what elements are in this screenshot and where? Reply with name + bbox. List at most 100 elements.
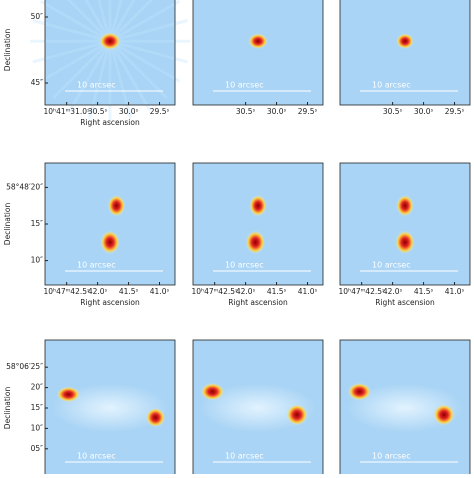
- scale-bar-label: 10 arcsec: [372, 452, 411, 461]
- y-axis-label: Declination: [3, 29, 12, 72]
- scale-bar-label: 10 arcsec: [372, 81, 411, 90]
- x-tick-label: 30.5ˢ: [236, 107, 256, 116]
- diffuse-emission: [51, 383, 169, 433]
- y-tick-label: 45″: [31, 78, 44, 87]
- x-tick-label: 30.0ˢ: [119, 107, 139, 116]
- source: [100, 230, 120, 255]
- panel-frame: [192, 0, 324, 106]
- y-tick-label: 15″: [31, 219, 44, 228]
- y-tick-label: 58°48′20″: [6, 182, 43, 191]
- panel-frame: [44, 0, 176, 106]
- sidelobe-streak: [108, 40, 133, 119]
- sidelobe-streak: [87, 40, 112, 119]
- y-tick-label: 20″: [31, 383, 44, 392]
- image-noise: [45, 163, 175, 285]
- x-tick-label: 10ʰ41ᵐ31.0ˢ: [44, 107, 90, 116]
- x-tick-label: 10ʰ47ᵐ42.5ˢ: [192, 287, 238, 296]
- source: [249, 194, 267, 217]
- source: [99, 32, 121, 51]
- sidelobe-streak: [109, 39, 181, 83]
- image-noise: [45, 0, 175, 105]
- x-tick-label: 41.0ˢ: [445, 287, 465, 296]
- sidelobe-streak: [109, 19, 188, 43]
- x-tick-label: 41.5ˢ: [267, 287, 287, 296]
- source: [395, 230, 415, 255]
- x-tick-label: 10ʰ47ᵐ42.5ˢ: [339, 287, 385, 296]
- y-tick-label: 15″: [31, 403, 44, 412]
- scale-bar-label: 10 arcsec: [77, 452, 116, 461]
- x-tick-label: 41.0ˢ: [150, 287, 170, 296]
- x-tick-label: 42.0ˢ: [236, 287, 256, 296]
- panel: 10 arcsec 30.5ˢ 30.0ˢ 29.5ˢ: [339, 0, 471, 116]
- sidelobe-streak: [108, 40, 152, 112]
- source: [433, 403, 455, 426]
- y-tick-label: 05″: [31, 444, 44, 453]
- x-axis-label: Right ascension: [228, 298, 288, 307]
- x-axis-label: Right ascension: [80, 298, 140, 307]
- sidelobe-streak: [108, 0, 123, 42]
- x-tick-label: 42.0ˢ: [383, 287, 403, 296]
- x-tick-label: 30.0ˢ: [267, 107, 287, 116]
- x-tick-label: 41.5ˢ: [119, 287, 139, 296]
- sidelobe-streak: [108, 0, 154, 43]
- image-noise: [193, 163, 323, 285]
- panel-frame: [192, 162, 324, 286]
- y-axis-label: Declination: [3, 203, 12, 246]
- sidelobe-streak: [39, 39, 111, 83]
- scale-bar-label: 10 arcsec: [225, 261, 264, 270]
- scale-bar-label: 10 arcsec: [77, 261, 116, 270]
- image-noise: [340, 163, 470, 285]
- x-tick-label: 41.0ˢ: [298, 287, 318, 296]
- panel: 10 arcsec 30.5ˢ 30.0ˢ 29.5ˢ: [192, 0, 324, 116]
- scale-bar-label: 10 arcsec: [372, 261, 411, 270]
- sidelobe-streak: [52, 40, 112, 99]
- scale-bar-label: 10 arcsec: [225, 452, 264, 461]
- source: [396, 194, 414, 217]
- y-axis-label: Declination: [3, 387, 12, 430]
- source: [286, 403, 308, 426]
- scale-bar-label: 10 arcsec: [225, 81, 264, 90]
- sidelobe-streak: [39, 0, 111, 43]
- sidelobe-streak: [97, 0, 112, 42]
- source: [56, 386, 81, 403]
- x-tick-label: 29.5ˢ: [150, 107, 170, 116]
- x-tick-label: 29.5ˢ: [298, 107, 318, 116]
- image-noise: [193, 0, 323, 105]
- image-noise: [340, 0, 470, 105]
- panel: 10 arcsec: [339, 339, 471, 477]
- y-tick-label: 58°06′25″: [6, 362, 43, 371]
- x-tick-label: 41.5ˢ: [414, 287, 434, 296]
- y-tick-label: 10″: [31, 423, 44, 432]
- scale-bar-label: 10 arcsec: [77, 81, 116, 90]
- diffuse-emission: [346, 383, 464, 433]
- source: [248, 33, 268, 50]
- sidelobe-streak: [84, 0, 112, 42]
- x-axis-label: Right ascension: [375, 298, 435, 307]
- sidelobe-streak: [109, 39, 188, 64]
- sidelobe-streak: [109, 0, 181, 43]
- x-tick-label: 30.0ˢ: [414, 107, 434, 116]
- diffuse-emission: [199, 383, 317, 433]
- source: [245, 230, 266, 255]
- y-tick-label: 10″: [31, 256, 44, 265]
- source: [347, 382, 372, 401]
- x-tick-label: 30.5ˢ: [88, 107, 108, 116]
- sidelobe-streak: [32, 39, 111, 64]
- panel-frame: [339, 0, 471, 106]
- x-tick-label: 42.0ˢ: [88, 287, 108, 296]
- source: [200, 382, 225, 401]
- sidelobe-streak: [32, 19, 111, 43]
- source: [145, 407, 166, 428]
- sidelobe-streak: [108, 0, 136, 42]
- sidelobe-streak: [108, 40, 168, 99]
- x-axis-label: Right ascension: [80, 118, 140, 127]
- sidelobe-streak: [66, 0, 112, 43]
- x-tick-label: 30.5ˢ: [383, 107, 403, 116]
- source: [107, 194, 126, 217]
- panel: 10 arcsec: [44, 339, 176, 477]
